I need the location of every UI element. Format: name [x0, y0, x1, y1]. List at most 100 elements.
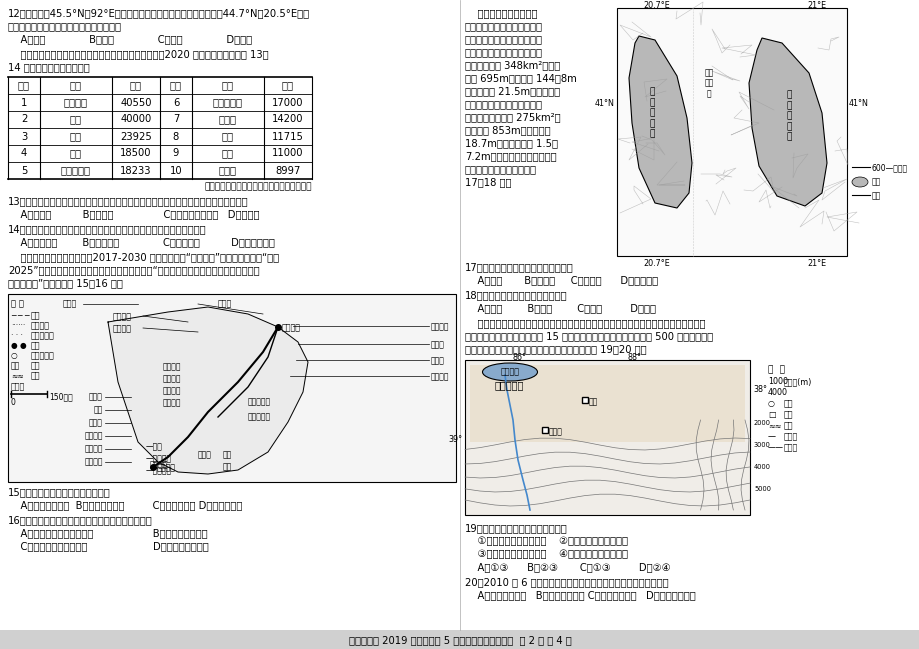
- Text: —航道疏浚: —航道疏浚: [146, 466, 172, 475]
- Text: 国家: 国家: [221, 80, 233, 90]
- Text: 20.7°E: 20.7°E: [643, 259, 670, 268]
- Text: A．①③      B．②③       C．①③         D．②④: A．①③ B．②③ C．①③ D．②④: [464, 562, 670, 572]
- Text: 蒙古: 蒙古: [221, 132, 233, 141]
- Text: 18500: 18500: [120, 149, 152, 158]
- Text: —机场: —机场: [146, 442, 163, 451]
- Text: 9: 9: [173, 149, 179, 158]
- Text: 瓜达尔港: 瓜达尔港: [157, 463, 176, 472]
- Text: 600—等高线: 600—等高线: [871, 163, 907, 172]
- Text: 2: 2: [21, 114, 28, 125]
- Text: 面积: 面积: [282, 80, 294, 90]
- Polygon shape: [629, 36, 691, 208]
- Text: 20．2010 年 6 月，车尔臣河流域发生罕见洪涝灾害，推测其原因是: 20．2010 年 6 月，车尔臣河流域发生罕见洪涝灾害，推测其原因是: [464, 577, 668, 587]
- Text: 水电站: 水电站: [62, 299, 77, 308]
- Text: 7: 7: [173, 114, 179, 125]
- Text: 18233: 18233: [120, 165, 152, 175]
- Text: （资料来源：联合国粮食及农业组织数据库）: （资料来源：联合国粮食及农业组织数据库）: [204, 182, 312, 191]
- Text: 塔里木盆地: 塔里木盆地: [494, 380, 524, 390]
- Text: 水电站: 水电站: [218, 299, 232, 308]
- Text: ─ ─ ─: ─ ─ ─: [11, 311, 29, 320]
- Text: 伊斯兰堡: 伊斯兰堡: [282, 323, 301, 332]
- Text: A．人工降雨        B．修建水库              C．海水淡化          D．跨流域调水: A．人工降雨 B．修建水库 C．海水淡化 D．跨流域调水: [8, 237, 275, 247]
- Text: 城市: 城市: [31, 341, 40, 350]
- Text: 火电站: 火电站: [89, 392, 103, 401]
- Text: 1: 1: [21, 97, 28, 108]
- Text: 〜〜: 〜〜: [11, 361, 20, 370]
- Text: ③湖区的生物多样性增加    ④湖区灰溢农田面积增加: ③湖区的生物多样性增加 ④湖区灰溢农田面积增加: [464, 549, 628, 559]
- Text: ≈≈: ≈≈: [767, 421, 780, 430]
- Text: 150千米: 150千米: [49, 392, 73, 401]
- Text: 11000: 11000: [272, 149, 303, 158]
- Text: 军事分界线: 军事分界线: [31, 331, 55, 340]
- Text: 建设项目地: 建设项目地: [31, 351, 55, 360]
- Text: 带大陆性气候）冬季均温更低的主要因素是: 带大陆性气候）冬季均温更低的主要因素是: [8, 21, 122, 31]
- Text: 俣罗斯: 俣罗斯: [219, 165, 237, 175]
- Text: 14 小题。（单位：万公顷）: 14 小题。（单位：万公顷）: [8, 62, 90, 72]
- Text: 17000: 17000: [272, 97, 303, 108]
- Text: 湖泊: 湖泊: [783, 399, 792, 408]
- Text: 瓜达尔港: 瓜达尔港: [150, 460, 168, 469]
- Polygon shape: [108, 307, 308, 474]
- Text: 湖水透明度 21.5m，是欧洲透: 湖水透明度 21.5m，是欧洲透: [464, 86, 560, 96]
- Ellipse shape: [482, 363, 537, 381]
- Text: 公路设施: 公路设施: [430, 372, 449, 381]
- Text: 7.2m，透明度湖心最大、近岸: 7.2m，透明度湖心最大、近岸: [464, 151, 556, 161]
- Text: 排序: 排序: [170, 80, 182, 90]
- Text: □: □: [767, 410, 775, 419]
- Bar: [617, 8, 846, 256]
- Text: 火电站: 火电站: [198, 450, 211, 459]
- Text: 3000: 3000: [754, 442, 770, 448]
- Bar: [8, 294, 456, 482]
- Text: 职业学校: 职业学校: [85, 457, 103, 466]
- Text: 澳大利亚: 澳大利亚: [64, 97, 88, 108]
- Text: 医院: 医院: [94, 405, 103, 414]
- Text: C．基础设施和生态环境                     D．政策和文化传统: C．基础设施和生态环境 D．政策和文化传统: [8, 541, 209, 551]
- Text: 风力发电: 风力发电: [163, 398, 181, 407]
- Text: 防波堵: 防波堵: [89, 418, 103, 427]
- Text: 8: 8: [173, 132, 179, 141]
- Text: · · ·: · · ·: [11, 331, 23, 340]
- Text: 39°: 39°: [448, 435, 462, 445]
- Text: A．采矿和制造业  B．金融和零售业         C．交通和能源 D．教育和医疗: A．采矿和制造业 B．金融和零售业 C．交通和能源 D．教育和医疗: [8, 500, 242, 510]
- Text: 比例尺: 比例尺: [11, 382, 25, 391]
- Text: 38°: 38°: [752, 386, 766, 395]
- Ellipse shape: [851, 177, 867, 187]
- Text: A．雨水       B．河流水     C．地下水      D．冰雪融水: A．雨水 B．河流水 C．地下水 D．冰雪融水: [464, 275, 657, 285]
- Text: 41°N: 41°N: [848, 99, 868, 108]
- Text: 苏丹: 苏丹: [221, 149, 233, 158]
- Text: 某田: 某田: [222, 462, 232, 471]
- Text: 12．与米兰（45.5°N，92°E；地中海气候）相比，导致贝尔格莱德（44.7°N，20.5°E；温: 12．与米兰（45.5°N，92°E；地中海气候）相比，导致贝尔格莱德（44.7…: [8, 8, 310, 18]
- Text: A．纬度              B．副高              C．洋流              D．地形: A．纬度 B．副高 C．洋流 D．地形: [8, 34, 252, 44]
- Text: 若羌: 若羌: [588, 397, 597, 406]
- Text: 分布示意图”，读图回答 15～16 题。: 分布示意图”，读图回答 15～16 题。: [8, 278, 123, 288]
- Text: 21°E: 21°E: [807, 259, 825, 268]
- Text: 8997: 8997: [275, 165, 301, 175]
- Text: 中国: 中国: [70, 114, 82, 125]
- Text: 石灰岩的加利契蒙山相隔。奥: 石灰岩的加利契蒙山相隔。奥: [464, 47, 542, 57]
- Text: 11715: 11715: [272, 132, 303, 141]
- Text: 6: 6: [173, 97, 179, 108]
- Text: 2000: 2000: [754, 420, 770, 426]
- Text: 5000: 5000: [754, 486, 770, 492]
- Text: 河流: 河流: [871, 191, 880, 200]
- Text: 14200: 14200: [272, 114, 303, 125]
- Text: ≈≈: ≈≈: [11, 371, 24, 380]
- Text: 港口建设: 港口建设: [85, 444, 103, 453]
- Text: 图 例: 图 例: [11, 299, 24, 308]
- Text: 18.7m，湖水透明度 1.5～: 18.7m，湖水透明度 1.5～: [464, 138, 558, 148]
- Text: 富；普雷斯帕湖面 275km²，: 富；普雷斯帕湖面 275km²，: [464, 112, 560, 122]
- Text: 若羌县: 若羌县: [549, 427, 562, 436]
- Text: 17～18 题。: 17～18 题。: [464, 177, 511, 187]
- Text: 时令河: 时令河: [783, 443, 798, 452]
- Text: 太阳能产业: 太阳能产业: [248, 397, 271, 406]
- Polygon shape: [748, 38, 826, 206]
- Text: 4: 4: [21, 149, 27, 158]
- Bar: [464, 360, 749, 515]
- Text: 13．与澳大利亚、中国等国家相比，俣罗斯永久性草地和牧场面积比重较小的根本原因是: 13．与澳大利亚、中国等国家相比，俣罗斯永久性草地和牧场面积比重较小的根本原因是: [8, 196, 248, 206]
- Text: 火电站: 火电站: [430, 356, 445, 365]
- Text: 地，生态环境不断改善。读车尔臣河流域图，回答 19～20 题。: 地，生态环境不断改善。读车尔臣河流域图，回答 19～20 题。: [464, 344, 646, 354]
- Text: 86°: 86°: [513, 353, 527, 362]
- Text: 形成的典型构造湖，由岩性为: 形成的典型构造湖，由岩性为: [464, 34, 542, 44]
- Text: 1000: 1000: [767, 377, 788, 386]
- Text: 台特玛湖曾一度干涸。经过近 15 年的生态输水，台特玛湖出现了近 500 平方公里的湿: 台特玛湖曾一度干涸。经过近 15 年的生态输水，台特玛湖出现了近 500 平方公…: [464, 331, 712, 341]
